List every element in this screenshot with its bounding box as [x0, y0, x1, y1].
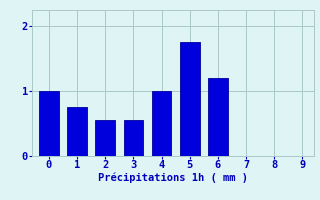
- Bar: [39, 91, 59, 156]
- Bar: [67, 107, 87, 156]
- Bar: [152, 91, 172, 156]
- Bar: [180, 42, 200, 156]
- X-axis label: Précipitations 1h ( mm ): Précipitations 1h ( mm ): [98, 173, 248, 183]
- Bar: [124, 120, 143, 156]
- Bar: [208, 78, 228, 156]
- Bar: [95, 120, 115, 156]
